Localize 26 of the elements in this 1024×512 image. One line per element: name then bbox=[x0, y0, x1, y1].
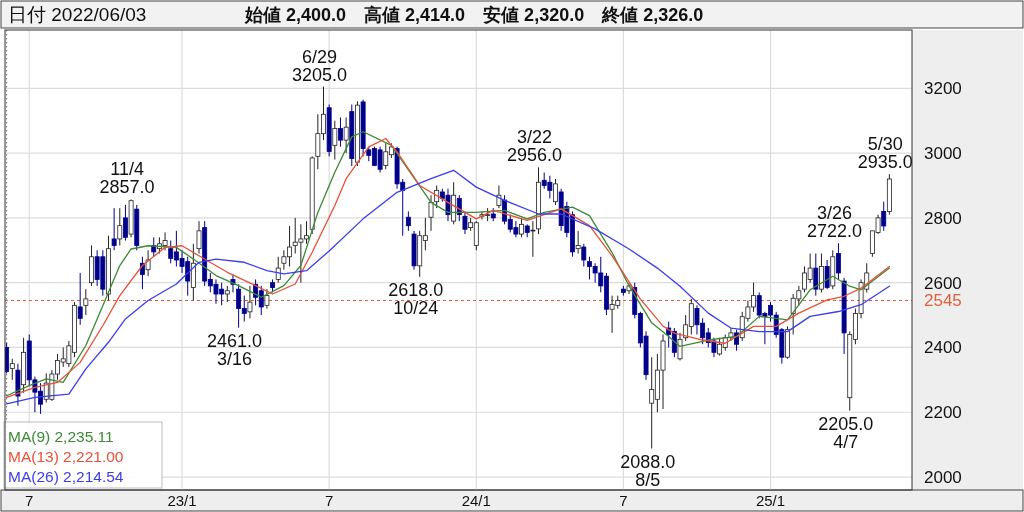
annotation: 2461.0 3/16 bbox=[207, 330, 263, 369]
x-tick-label: 24/1 bbox=[461, 492, 491, 509]
x-tick-label: 23/1 bbox=[167, 492, 197, 509]
x-tick-label: 25/1 bbox=[755, 492, 786, 509]
y-tick-label: 3000 bbox=[924, 144, 962, 164]
y-tick-label: 2600 bbox=[924, 273, 962, 293]
annotation: 2088.0 8/5 bbox=[620, 451, 676, 490]
x-tick-label: 7 bbox=[324, 492, 334, 509]
annotation: 11/4 2857.0 bbox=[99, 159, 155, 198]
y-tick-label: 2400 bbox=[924, 338, 962, 358]
x-tick-label: 7 bbox=[25, 492, 34, 509]
ref-line-label: 2545 bbox=[924, 291, 962, 311]
annotation: 3/26 2722.0 bbox=[806, 203, 862, 242]
chart-subtitle: 始値 2,400.0 高値 2,414.0 安値 2,320.0 終値 2,326.0 bbox=[244, 5, 704, 25]
annotation: 2618.0 10/24 bbox=[388, 279, 444, 318]
annotation: 5/30 2935.0 bbox=[857, 134, 913, 173]
y-tick-label: 3200 bbox=[924, 79, 962, 99]
annotation: 3/22 2956.0 bbox=[507, 127, 563, 166]
annotation: 6/29 3205.0 bbox=[291, 46, 348, 85]
chart-title: 日付 2022/06/03 bbox=[8, 4, 147, 25]
legend: MA(9) 2,235.11 MA(13) 2,221.00 MA(26) 2,214.54 bbox=[3, 421, 163, 489]
y-tick-label: 2800 bbox=[924, 208, 962, 228]
y-tick-label: 2000 bbox=[924, 468, 962, 488]
y-tick-label: 2200 bbox=[924, 403, 962, 423]
annotation: 2205.0 4/7 bbox=[818, 413, 874, 452]
x-tick-label: 7 bbox=[619, 492, 628, 509]
